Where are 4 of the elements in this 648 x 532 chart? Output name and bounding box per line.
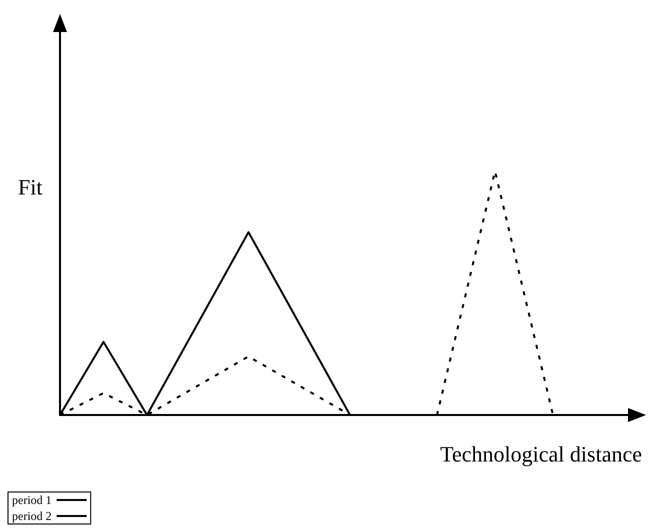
legend-label: period 1: [12, 493, 52, 507]
x-axis-title: Technological distance: [440, 442, 642, 466]
y-axis-title: Fit: [18, 174, 42, 200]
legend-label: period 2: [12, 509, 52, 523]
